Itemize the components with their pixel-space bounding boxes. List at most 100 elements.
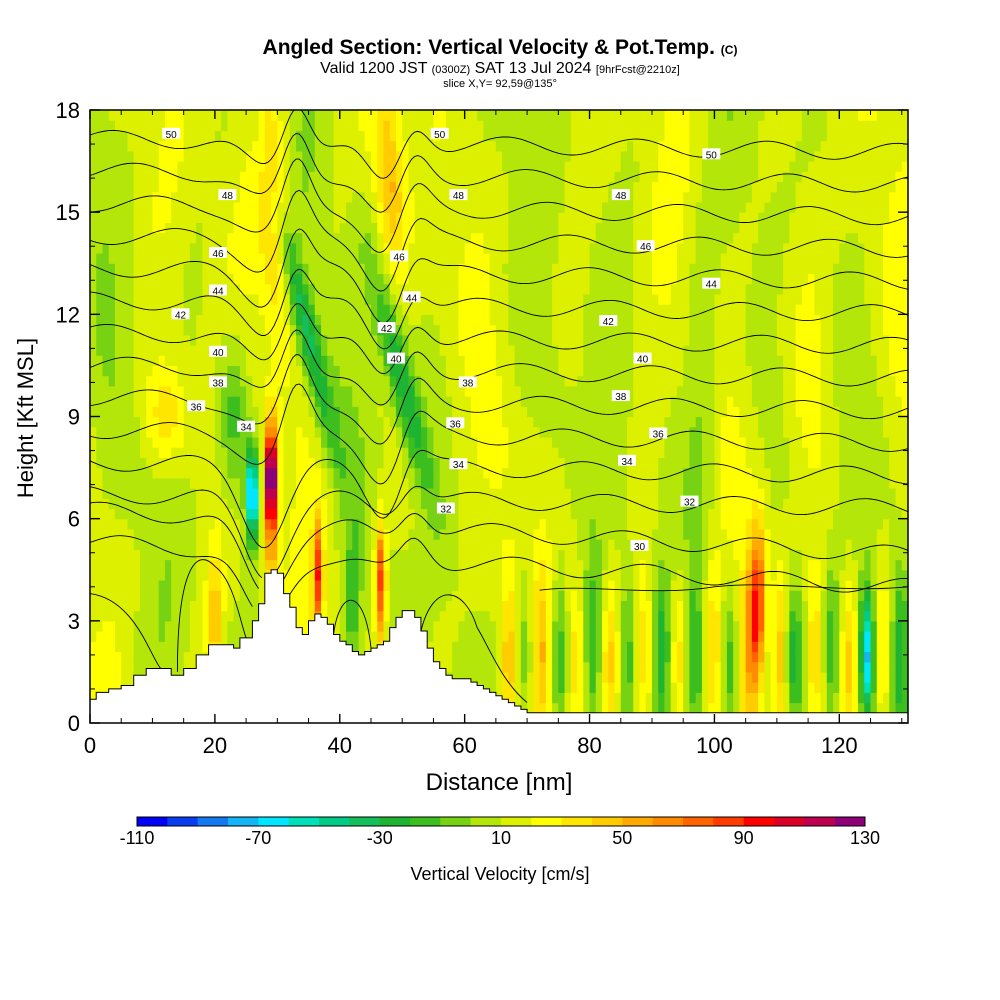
field-cell bbox=[264, 498, 272, 510]
field-cell bbox=[452, 661, 460, 673]
field-cell bbox=[489, 293, 497, 305]
field-cell bbox=[102, 253, 110, 264]
field-cell bbox=[158, 508, 166, 520]
field-cell bbox=[589, 518, 597, 530]
field-cell bbox=[370, 375, 378, 387]
field-cell bbox=[402, 304, 410, 315]
field-cell bbox=[196, 600, 203, 612]
field-cell bbox=[558, 110, 566, 121]
field-cell bbox=[96, 242, 104, 254]
field-cell bbox=[552, 150, 559, 162]
field-cell bbox=[127, 253, 135, 264]
field-cell bbox=[96, 365, 104, 377]
field-cell bbox=[296, 579, 303, 591]
field-cell bbox=[470, 201, 478, 213]
field-cell bbox=[321, 549, 328, 561]
field-cell bbox=[239, 263, 247, 275]
field-cell bbox=[577, 385, 584, 397]
field-cell bbox=[227, 600, 235, 612]
field-cell bbox=[252, 559, 260, 571]
field-cell bbox=[558, 702, 566, 714]
field-cell bbox=[171, 181, 179, 193]
field-cell bbox=[364, 242, 372, 254]
field-cell bbox=[90, 253, 97, 264]
field-cell bbox=[139, 242, 147, 254]
field-cell bbox=[564, 324, 572, 336]
field-cell bbox=[439, 222, 447, 234]
field-cell bbox=[408, 375, 416, 387]
field-cell bbox=[420, 212, 428, 223]
field-cell bbox=[489, 559, 497, 571]
field-cell bbox=[370, 416, 378, 428]
field-cell bbox=[389, 498, 397, 510]
field-cell bbox=[414, 283, 422, 295]
field-cell bbox=[177, 508, 185, 520]
field-cell bbox=[146, 600, 154, 612]
field-cell bbox=[558, 365, 566, 377]
field-cell bbox=[196, 549, 203, 561]
field-cell bbox=[221, 539, 228, 550]
field-cell bbox=[589, 447, 597, 458]
field-cell bbox=[470, 110, 478, 121]
field-cell bbox=[127, 181, 135, 193]
field-cell bbox=[583, 518, 591, 530]
field-cell bbox=[227, 528, 235, 540]
field-cell bbox=[408, 385, 416, 397]
field-cell bbox=[533, 385, 541, 397]
field-cell bbox=[314, 242, 322, 254]
field-cell bbox=[445, 130, 453, 142]
field-cell bbox=[164, 559, 172, 571]
field-cell bbox=[570, 620, 578, 632]
field-cell bbox=[533, 212, 541, 223]
field-cell bbox=[158, 518, 166, 530]
field-cell bbox=[239, 488, 247, 499]
field-cell bbox=[477, 671, 484, 683]
field-cell bbox=[133, 631, 141, 642]
field-cell bbox=[545, 171, 553, 183]
field-cell bbox=[583, 692, 591, 704]
field-cell bbox=[408, 120, 416, 132]
field-cell bbox=[433, 304, 441, 315]
field-cell bbox=[558, 385, 566, 397]
field-cell bbox=[595, 457, 603, 469]
field-cell bbox=[558, 273, 566, 285]
field-cell bbox=[364, 559, 372, 571]
field-cell bbox=[414, 559, 422, 571]
field-cell bbox=[139, 467, 147, 479]
field-cell bbox=[96, 488, 104, 499]
field-cell bbox=[520, 130, 528, 142]
field-cell bbox=[139, 273, 147, 285]
field-cell bbox=[196, 508, 203, 520]
field-cell bbox=[264, 375, 272, 387]
field-cell bbox=[545, 579, 553, 591]
field-cell bbox=[177, 181, 185, 193]
field-cell bbox=[208, 610, 216, 622]
field-cell bbox=[427, 406, 435, 418]
field-cell bbox=[233, 518, 241, 530]
field-cell bbox=[121, 651, 129, 663]
field-cell bbox=[271, 130, 278, 142]
field-cell bbox=[233, 457, 241, 469]
field-cell bbox=[433, 498, 441, 510]
field-cell bbox=[164, 467, 172, 479]
field-cell bbox=[602, 579, 609, 591]
field-cell bbox=[264, 161, 272, 172]
field-cell bbox=[152, 590, 160, 601]
field-cell bbox=[445, 385, 453, 397]
field-cell bbox=[552, 549, 559, 561]
field-cell bbox=[402, 324, 410, 336]
field-cell bbox=[221, 293, 228, 305]
field-cell bbox=[427, 120, 435, 132]
field-cell bbox=[595, 549, 603, 561]
field-cell bbox=[558, 528, 566, 540]
field-cell bbox=[483, 150, 491, 162]
field-cell bbox=[389, 161, 397, 172]
field-cell bbox=[520, 140, 528, 152]
field-cell bbox=[552, 375, 559, 387]
field-cell bbox=[339, 406, 347, 418]
field-cell bbox=[502, 600, 509, 612]
field-cell bbox=[483, 610, 491, 622]
field-cell bbox=[527, 416, 534, 428]
field-cell bbox=[308, 273, 316, 285]
field-cell bbox=[302, 457, 310, 469]
